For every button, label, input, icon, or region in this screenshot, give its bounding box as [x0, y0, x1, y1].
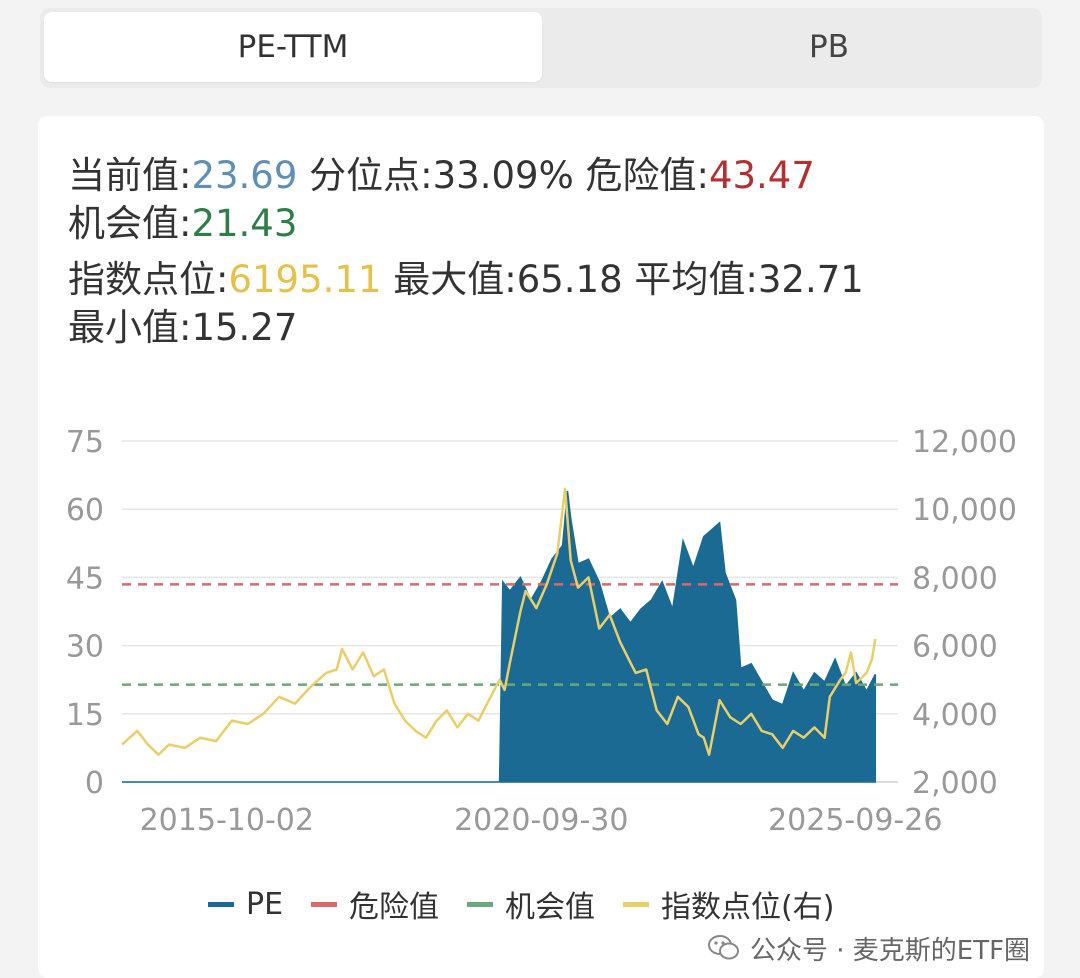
- y-right-tick-label: 12,000: [912, 425, 1017, 460]
- legend-item-index[interactable]: 指数点位(右): [623, 882, 834, 926]
- danger-label: 危险值:: [585, 154, 709, 197]
- legend-label-pe: PE: [246, 886, 284, 922]
- current-value: 23.69: [191, 154, 298, 197]
- tab-pe-ttm[interactable]: PE-TTM: [44, 12, 542, 82]
- y-left-tick-label: 75: [66, 425, 104, 460]
- y-left-tick-label: 15: [66, 698, 104, 733]
- x-tick-label: 2025-09-26: [768, 803, 942, 838]
- y-right-tick-label: 8,000: [912, 561, 998, 596]
- percentile-label: 分位点:: [309, 154, 433, 197]
- legend-label-opportunity: 机会值: [505, 890, 596, 925]
- legend-item-pe[interactable]: PE: [208, 887, 283, 922]
- tab-pb[interactable]: PB: [809, 29, 849, 65]
- min-label: 最小值:: [68, 306, 192, 349]
- legend-swatch-index: [623, 901, 650, 907]
- danger-value: 43.47: [708, 154, 815, 197]
- wechat-icon: [708, 934, 740, 962]
- legend-swatch-danger: [311, 901, 338, 907]
- chart-card: 当前值:23.69 分位点:33.09% 危险值:43.47 机会值:21.43…: [38, 116, 1044, 978]
- percentile-value: 33.09%: [432, 154, 574, 197]
- index-label: 指数点位:: [68, 258, 229, 301]
- current-label: 当前值:: [68, 154, 192, 197]
- chart-legend: PE 危险值 机会值 指数点位(右): [208, 882, 908, 926]
- tab-bar: PE-TTM PB: [40, 8, 1042, 88]
- y-left-tick-label: 45: [66, 561, 104, 596]
- avg-label: 平均值:: [634, 258, 758, 301]
- legend-swatch-pe: [208, 901, 234, 907]
- watermark: 公众号 · 麦克斯的ETF圈: [708, 928, 1048, 968]
- y-left-tick-label: 60: [66, 493, 104, 528]
- y-right-tick-label: 6,000: [912, 630, 998, 665]
- legend-swatch-opportunity: [467, 901, 494, 907]
- y-right-tick-label: 10,000: [912, 493, 1017, 528]
- watermark-text: 公众号 · 麦克斯的ETF圈: [750, 935, 1031, 966]
- stats-panel: 当前值:23.69 分位点:33.09% 危险值:43.47 机会值:21.43…: [68, 152, 998, 354]
- legend-label-index: 指数点位(右): [661, 890, 835, 925]
- y-left-tick-label: 0: [85, 766, 104, 801]
- x-tick-label: 2020-09-30: [454, 803, 628, 838]
- y-left-tick-label: 30: [66, 630, 104, 665]
- max-value: 65.18: [516, 258, 623, 301]
- x-tick-label: 2015-10-02: [140, 803, 314, 838]
- legend-label-danger: 危险值: [349, 890, 440, 925]
- series-pe-area: [122, 490, 877, 783]
- min-value: 15.27: [191, 306, 298, 349]
- opportunity-label: 机会值:: [68, 202, 192, 245]
- opportunity-value: 21.43: [191, 202, 298, 245]
- avg-value: 32.71: [757, 258, 864, 301]
- legend-item-danger[interactable]: 危险值: [311, 882, 439, 926]
- y-right-tick-label: 2,000: [912, 766, 998, 801]
- pe-chart: 0 15 30 45 60 75 2,000 4,000 6,000 8,000 10,000 12,…: [66, 425, 1017, 838]
- y-right-tick-label: 4,000: [912, 698, 998, 733]
- max-label: 最大值:: [393, 258, 517, 301]
- series-index-line: [121, 487, 877, 756]
- index-value: 6195.11: [228, 258, 382, 301]
- legend-item-opportunity[interactable]: 机会值: [467, 882, 595, 926]
